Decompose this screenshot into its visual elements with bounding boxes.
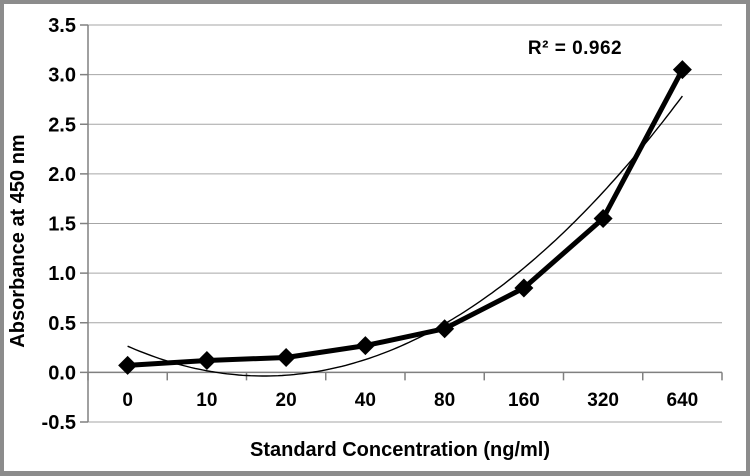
x-tick-label: 640 [667,390,699,411]
y-tick-label: 0.0 [48,362,76,384]
data-point-marker [514,278,534,298]
data-point-marker [435,319,455,339]
data-point-marker [672,60,692,80]
x-tick-label: 10 [196,390,217,411]
data-point-marker [197,350,217,370]
y-tick-label: -0.5 [42,412,76,434]
plot-area: -0.5 0.0 0.5 1.0 1.5 2.0 2.5 3.0 3.5 0 10 20 40 80 160… [7,15,723,461]
r-squared-annotation: R² = 0.962 [528,38,622,59]
x-tick-label: 20 [276,390,297,411]
trendline-layer [127,95,683,377]
tick-labels: -0.5 0.0 0.5 1.0 1.5 2.0 2.5 3.0 3.5 0 10 20 40 80 160… [42,15,699,434]
data-point-marker [118,355,138,375]
y-tick-label: 2.5 [48,114,76,136]
axis-ticks [80,24,723,423]
x-tick-label: 80 [434,390,455,411]
x-tick-label: 0 [122,390,133,411]
x-axis-title: Standard Concentration (ng/ml) [250,439,550,461]
y-tick-label: 3.0 [48,65,76,87]
x-tick-label: 40 [355,390,376,411]
x-tick-label: 320 [587,390,619,411]
series-line [125,67,685,368]
y-tick-label: 1.5 [48,214,76,236]
y-tick-label: 0.5 [48,313,76,335]
data-point-marker [276,347,296,367]
series-layer [118,60,692,375]
trendline [127,95,683,377]
y-tick-label: 2.0 [48,164,76,186]
x-tick-label: 160 [508,390,540,411]
y-tick-label: 3.5 [48,15,76,37]
y-axis-title: Absorbance at 450 nm [7,134,29,347]
y-tick-label: 1.0 [48,263,76,285]
data-point-marker [593,209,613,229]
data-point-marker [355,336,375,356]
